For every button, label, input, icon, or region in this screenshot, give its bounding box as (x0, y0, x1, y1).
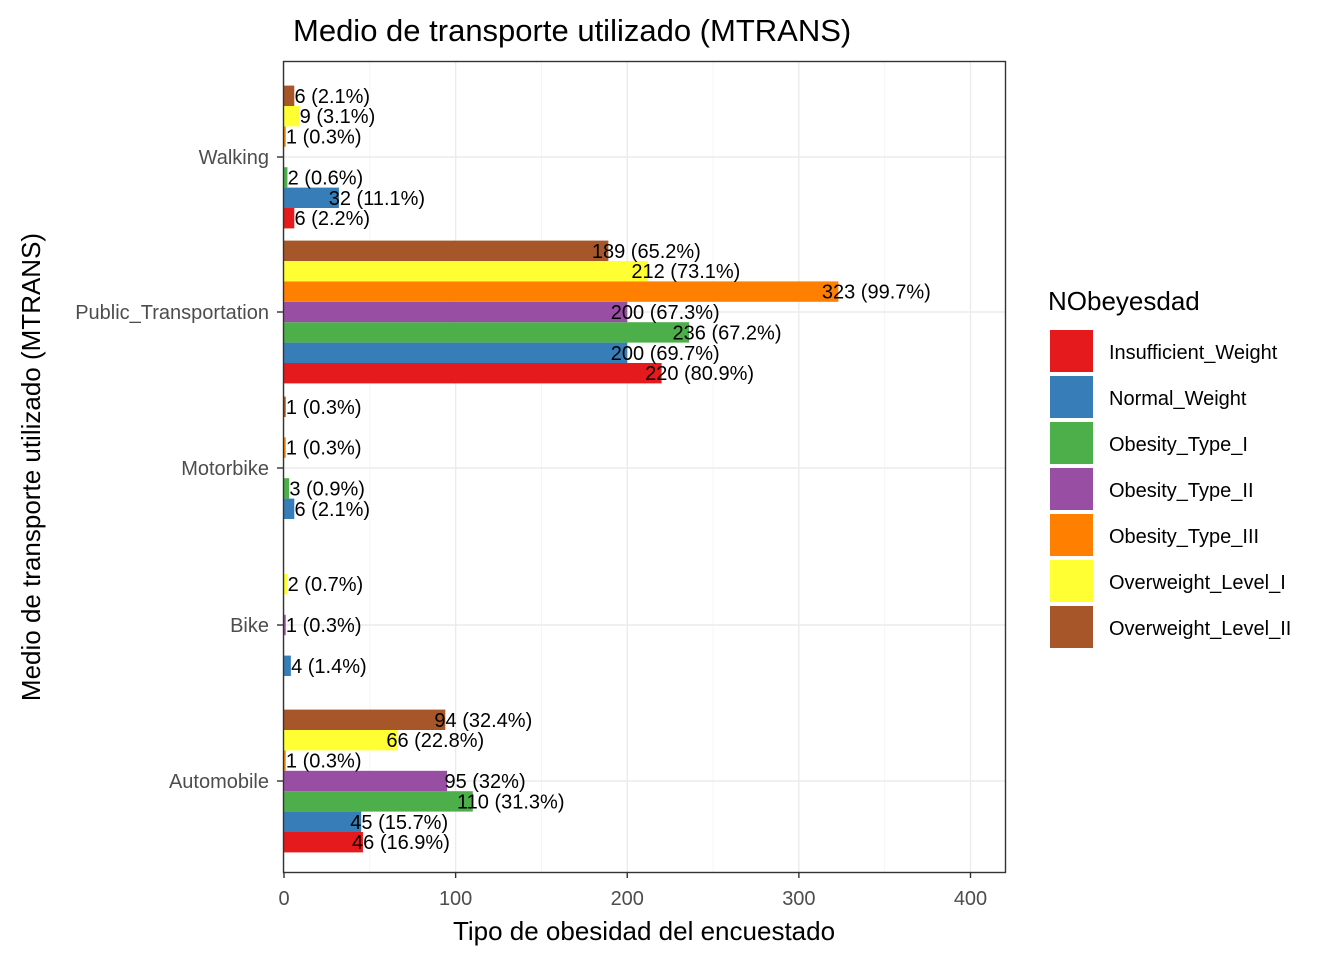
bar-walking-overweight-level-i (284, 106, 300, 127)
y-tick-label-bike: Bike (230, 615, 269, 637)
bar-bike-overweight-level-i (284, 574, 288, 595)
bar-walking-obesity-type-iii (284, 126, 286, 147)
y-axis: Walking Public_Transportation Motorbike Bik… (75, 147, 283, 793)
y-axis-title: Medio de transporte utilizado (MTRANS) (16, 233, 46, 701)
bar-bike-normal-weight (284, 655, 291, 676)
legend: NObeyesdad Insufficient_Weight Normal_Wei… (1048, 286, 1291, 648)
bar-walking-insufficient-weight (284, 208, 295, 229)
bar-public-transportation-obesity-type-iii (284, 281, 839, 302)
data-label-walking-normal-weight: 32 (11.1%) (329, 188, 425, 210)
bar-walking-obesity-type-i (284, 167, 288, 188)
bar-motorbike-normal-weight (284, 498, 295, 519)
data-label-walking-obesity-type-i: 2 (0.6%) (288, 167, 364, 189)
bar-automobile-normal-weight (284, 811, 362, 832)
data-label-public-transportation-overweight-level-i: 212 (73.1%) (631, 261, 740, 283)
bar-automobile-obesity-type-ii (284, 770, 448, 792)
bar-public-transportation-overweight-level-i (284, 261, 648, 282)
x-axis: 0 100 200 300 400 (278, 872, 987, 910)
x-tick-label: 400 (954, 888, 987, 910)
data-label-automobile-obesity-type-iii: 1 (0.3%) (286, 751, 362, 773)
data-label-walking-overweight-level-i: 9 (3.1%) (300, 106, 376, 128)
x-tick-label: 0 (278, 888, 289, 910)
legend-label-overweight-level-ii: Overweight_Level_II (1109, 618, 1291, 640)
legend-label-overweight-level-i: Overweight_Level_I (1109, 572, 1286, 594)
bar-public-transportation-obesity-type-i (284, 322, 690, 343)
data-label-walking-insufficient-weight: 6 (2.2%) (295, 208, 371, 230)
legend-label-obesity-type-ii: Obesity_Type_II (1109, 480, 1254, 502)
legend-key-normal-weight (1050, 376, 1093, 418)
legend-key-obesity-type-iii (1050, 514, 1093, 556)
legend-key-overweight-level-ii (1050, 606, 1093, 648)
legend-title: NObeyesdad (1048, 286, 1200, 316)
panel-border (282, 60, 1007, 874)
data-label-walking-obesity-type-iii: 1 (0.3%) (286, 127, 362, 149)
legend-key-insufficient-weight (1050, 330, 1093, 372)
data-label-motorbike-overweight-level-ii: 1 (0.3%) (286, 397, 362, 419)
data-label-public-transportation-overweight-level-ii: 189 (65.2%) (592, 241, 701, 263)
y-tick-label-automobile: Automobile (169, 771, 269, 793)
data-label-public-transportation-obesity-type-ii: 200 (67.3%) (611, 302, 720, 324)
bar-automobile-obesity-type-iii (284, 750, 286, 771)
bar-public-transportation-normal-weight (284, 342, 628, 363)
data-label-automobile-overweight-level-ii: 94 (32.4%) (434, 710, 532, 732)
x-tick-label: 100 (439, 888, 472, 910)
bars (284, 85, 839, 853)
data-labels: 6 (2.2%)32 (11.1%)2 (0.6%)1 (0.3%)9 (3.1… (286, 86, 931, 854)
data-label-motorbike-obesity-type-i: 3 (0.9%) (289, 478, 365, 500)
bar-public-transportation-obesity-type-ii (284, 301, 628, 323)
data-label-automobile-normal-weight: 45 (15.7%) (350, 812, 448, 834)
data-label-automobile-insufficient-weight: 46 (16.9%) (352, 832, 450, 854)
legend-label-insufficient-weight: Insufficient_Weight (1109, 342, 1278, 364)
data-label-bike-overweight-level-i: 2 (0.7%) (288, 574, 364, 596)
chart-title: Medio de transporte utilizado (MTRANS) (293, 13, 851, 48)
bar-motorbike-obesity-type-iii (284, 437, 286, 458)
data-label-bike-obesity-type-ii: 1 (0.3%) (286, 615, 362, 637)
legend-label-normal-weight: Normal_Weight (1109, 388, 1247, 410)
bar-bike-obesity-type-ii (284, 614, 286, 636)
bar-motorbike-overweight-level-ii (284, 396, 286, 417)
y-tick-label-motorbike: Motorbike (181, 458, 269, 480)
legend-key-overweight-level-i (1050, 560, 1093, 602)
x-axis-title: Tipo de obesidad del encuestado (453, 916, 835, 946)
x-tick-label: 300 (782, 888, 815, 910)
bar-automobile-overweight-level-i (284, 730, 398, 751)
legend-label-obesity-type-iii: Obesity_Type_III (1109, 526, 1259, 548)
bar-walking-overweight-level-ii (284, 85, 295, 106)
x-tick-label: 200 (611, 888, 644, 910)
y-tick-label-public-transportation: Public_Transportation (75, 302, 269, 324)
legend-key-obesity-type-i (1050, 422, 1093, 464)
legend-key-obesity-type-ii (1050, 468, 1093, 510)
data-label-public-transportation-insufficient-weight: 220 (80.9%) (645, 363, 754, 385)
bar-public-transportation-insufficient-weight (284, 363, 662, 384)
data-label-automobile-obesity-type-i: 110 (31.3%) (457, 791, 564, 813)
bar-automobile-obesity-type-i (284, 791, 473, 812)
bar-motorbike-obesity-type-i (284, 478, 290, 499)
data-label-public-transportation-obesity-type-i: 236 (67.2%) (673, 322, 782, 344)
bar-public-transportation-overweight-level-ii (284, 240, 609, 261)
data-label-walking-overweight-level-ii: 6 (2.1%) (295, 86, 371, 108)
data-label-bike-normal-weight: 4 (1.4%) (291, 656, 367, 678)
data-label-automobile-obesity-type-ii: 95 (32%) (444, 771, 525, 793)
data-label-public-transportation-normal-weight: 200 (69.7%) (611, 343, 720, 365)
bar-automobile-overweight-level-ii (284, 709, 446, 730)
data-label-public-transportation-obesity-type-iii: 323 (99.7%) (822, 282, 931, 304)
bar-automobile-insufficient-weight (284, 832, 363, 853)
y-tick-label-walking: Walking (199, 147, 269, 169)
data-label-automobile-overweight-level-i: 66 (22.8%) (386, 730, 484, 752)
legend-label-obesity-type-i: Obesity_Type_I (1109, 434, 1248, 456)
data-label-motorbike-obesity-type-iii: 1 (0.3%) (286, 438, 362, 460)
data-label-motorbike-normal-weight: 6 (2.1%) (295, 499, 371, 521)
bar-walking-normal-weight (284, 187, 339, 208)
